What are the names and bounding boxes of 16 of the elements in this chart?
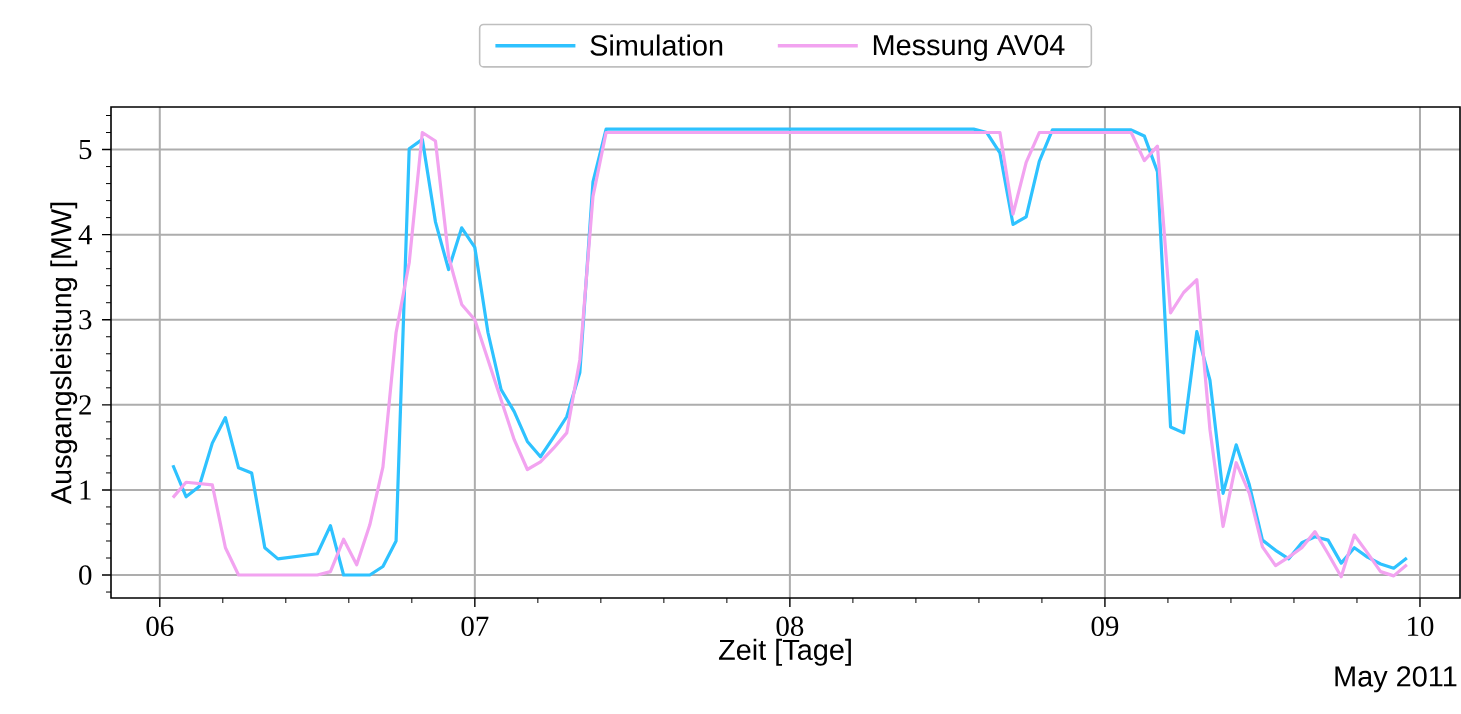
- legend-label: Messung AV04: [873, 34, 1065, 62]
- text: May 2011: [1335, 666, 1457, 693]
- x-tick-label: 09: [1091, 616, 1119, 637]
- y-axis-title: Ausgangsleistung [MW]: [50, 202, 78, 505]
- x-axis-title: Zeit [Tage]: [718, 638, 851, 666]
- x-tick-label: 06: [146, 616, 174, 637]
- x-tick-label: 07: [461, 616, 489, 637]
- y-tick-label: 1: [80, 480, 91, 500]
- x-tick-label: 10: [1408, 616, 1434, 637]
- y-tick-label: 3: [79, 310, 92, 330]
- legend-label: Simulation: [590, 34, 723, 56]
- y-tick-label: 4: [78, 225, 93, 245]
- x-tick-label: 08: [776, 616, 804, 637]
- y-tick-label: 5: [79, 139, 92, 160]
- y-tick-label: 2: [79, 395, 91, 415]
- y-tick-label: 0: [79, 565, 92, 585]
